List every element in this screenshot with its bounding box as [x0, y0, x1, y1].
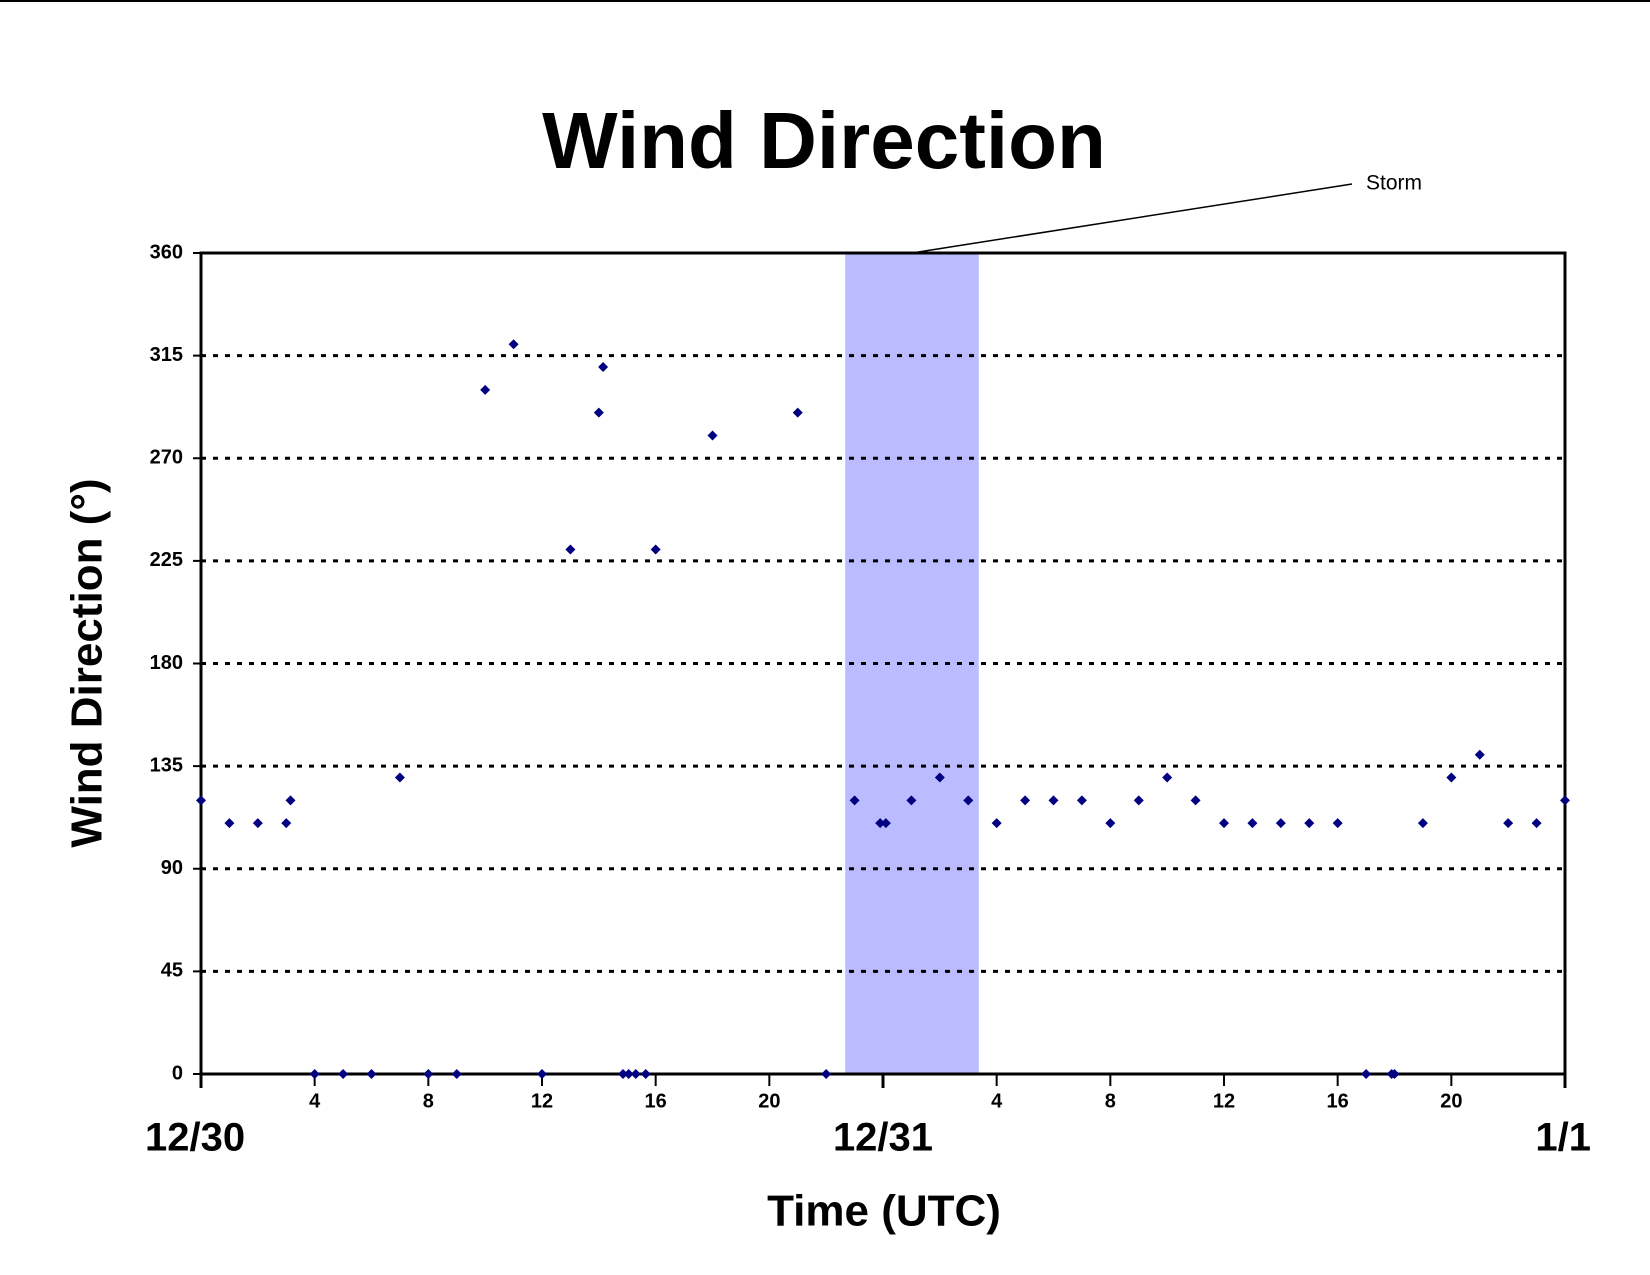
data-point [617, 1069, 628, 1079]
x-tick-label: 20 [1440, 1090, 1462, 1112]
data-point [1503, 818, 1514, 829]
data-point [630, 1069, 641, 1079]
data-point [423, 1069, 434, 1079]
y-tick-label: 0 [172, 1062, 183, 1084]
data-point [338, 1069, 349, 1079]
date-label: 12/30 [145, 1116, 245, 1160]
data-point [1361, 1069, 1372, 1079]
data-point [640, 1069, 651, 1079]
data-point [1020, 795, 1031, 806]
data-point [537, 1069, 547, 1079]
chart-title: Wind Direction [542, 96, 1106, 185]
x-tick-label: 16 [1327, 1090, 1349, 1112]
y-tick-label: 270 [150, 447, 183, 469]
data-point [598, 362, 609, 373]
data-point [281, 818, 292, 829]
y-tick-label: 360 [150, 241, 183, 263]
x-tick-label: 12 [531, 1090, 553, 1112]
x-tick-label: 8 [1105, 1090, 1116, 1112]
data-point [1190, 795, 1201, 806]
data-point [875, 818, 886, 829]
data-point [1560, 795, 1570, 806]
data-point [934, 772, 945, 783]
data-point [480, 384, 491, 395]
data-point [1247, 818, 1258, 829]
data-point [1076, 795, 1087, 806]
data-point [1417, 818, 1428, 829]
data-point [963, 795, 974, 806]
data-point [1446, 772, 1457, 783]
data-point [1048, 795, 1059, 806]
data-point [1332, 818, 1343, 829]
data-point [1133, 795, 1144, 806]
data-point [1162, 772, 1173, 783]
storm-label: Storm [1366, 172, 1422, 195]
x-tick-label: 8 [423, 1090, 434, 1112]
data-point [224, 818, 235, 829]
x-tick-label: 16 [645, 1090, 667, 1112]
plot-frame [199, 251, 1567, 1076]
data-point [1389, 1069, 1400, 1079]
data-point [821, 1069, 832, 1079]
y-tick-label: 45 [161, 960, 183, 982]
y-tick-label: 225 [150, 549, 183, 571]
data-point [252, 818, 263, 829]
data-point [309, 1069, 320, 1079]
data-point [285, 795, 296, 806]
data-point [1474, 749, 1485, 760]
storm-leader [911, 183, 1353, 254]
data-point [792, 407, 803, 418]
y-tick-label: 180 [150, 652, 183, 674]
date-label: 1/1 [1535, 1116, 1591, 1160]
data-point [991, 818, 1002, 829]
x-axis-label: Time (UTC) [767, 1187, 1001, 1236]
y-axis-label: Wind Direction (°) [63, 478, 112, 847]
date-label: 12/31 [833, 1116, 933, 1160]
x-tick-label: 4 [309, 1090, 321, 1112]
data-point [849, 795, 860, 806]
data-point [1531, 818, 1542, 829]
x-tick-label: 20 [758, 1090, 780, 1112]
data-point [880, 818, 891, 829]
x-tick-label: 12 [1213, 1090, 1235, 1112]
data-point [196, 795, 206, 806]
x-tick-label: 4 [991, 1090, 1003, 1112]
data-point [707, 430, 718, 441]
y-tick-label: 135 [150, 754, 183, 776]
data-point [451, 1069, 462, 1079]
data-point [593, 407, 604, 418]
data-point [906, 795, 917, 806]
data-point [623, 1069, 634, 1079]
y-tick-label: 90 [161, 857, 183, 879]
data-point [508, 339, 519, 350]
data-point [1275, 818, 1286, 829]
data-point [1105, 818, 1116, 829]
data-point [1219, 818, 1229, 829]
data-point [394, 772, 405, 783]
data-point [650, 544, 661, 555]
data-point [1304, 818, 1315, 829]
y-tick-label: 315 [150, 344, 183, 366]
data-point [366, 1069, 377, 1079]
data-point [565, 544, 576, 555]
